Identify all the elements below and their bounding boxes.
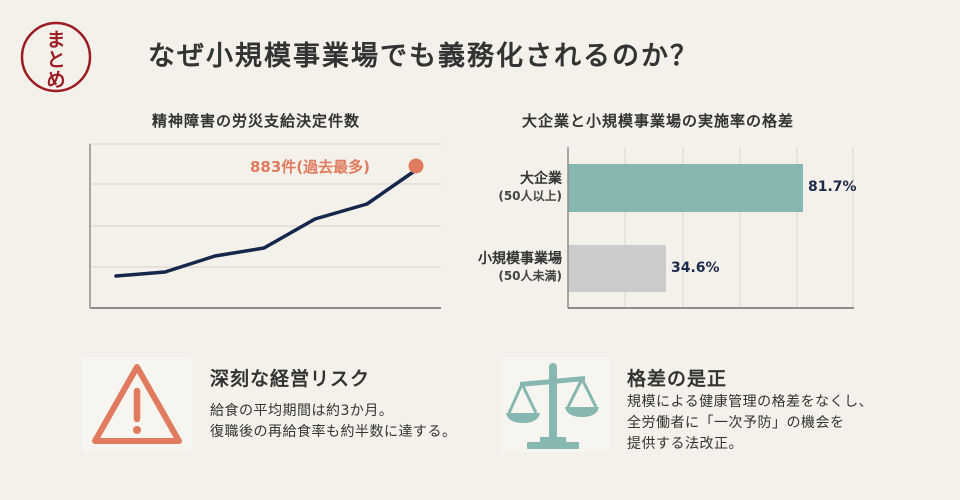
warning-triangle-icon [92, 364, 182, 444]
gap-card-body: 規模による健康管理の格差をなくし、 全労働者に「一次予防」の機会を 提供する法改… [627, 394, 874, 452]
line-chart-title: 精神障害の労災支給決定件数 [152, 112, 361, 130]
risk-card-heading: 深刻な経営リスク [210, 368, 371, 390]
bar-label-large-enterprise: 大企業 (50人以上) [498, 171, 562, 203]
bar-label-small-business: 小規模事業場 (50人未満) [478, 251, 562, 283]
risk-icon-box [82, 357, 192, 452]
bar-chart-title: 大企業と小規模事業場の実施率の格差 [522, 112, 795, 130]
gap-card-heading: 格差の是正 [627, 368, 728, 390]
balance-scale-icon [506, 363, 599, 449]
summary-stamp-icon: ま と め [20, 21, 92, 93]
bar-small-business [568, 245, 666, 292]
peak-annotation: 883件(過去最多) [250, 158, 371, 176]
risk-card-body: 給食の平均期間は約3か月。 復職後の再給食率も約半数に達する。 [210, 403, 457, 440]
bar-value-large-enterprise: 81.7% [808, 179, 857, 195]
line-chart [88, 140, 448, 315]
bar-value-small-business: 34.6% [671, 260, 720, 276]
page-title: なぜ小規模事業場でも義務化されるのか？ [148, 41, 699, 72]
svg-text:と: と [46, 49, 65, 71]
scale-icon-box [500, 357, 610, 452]
bar-chart [566, 144, 858, 314]
svg-text:ま: ま [46, 29, 65, 51]
svg-text:め: め [46, 69, 65, 91]
bar-large-enterprise [568, 164, 803, 212]
